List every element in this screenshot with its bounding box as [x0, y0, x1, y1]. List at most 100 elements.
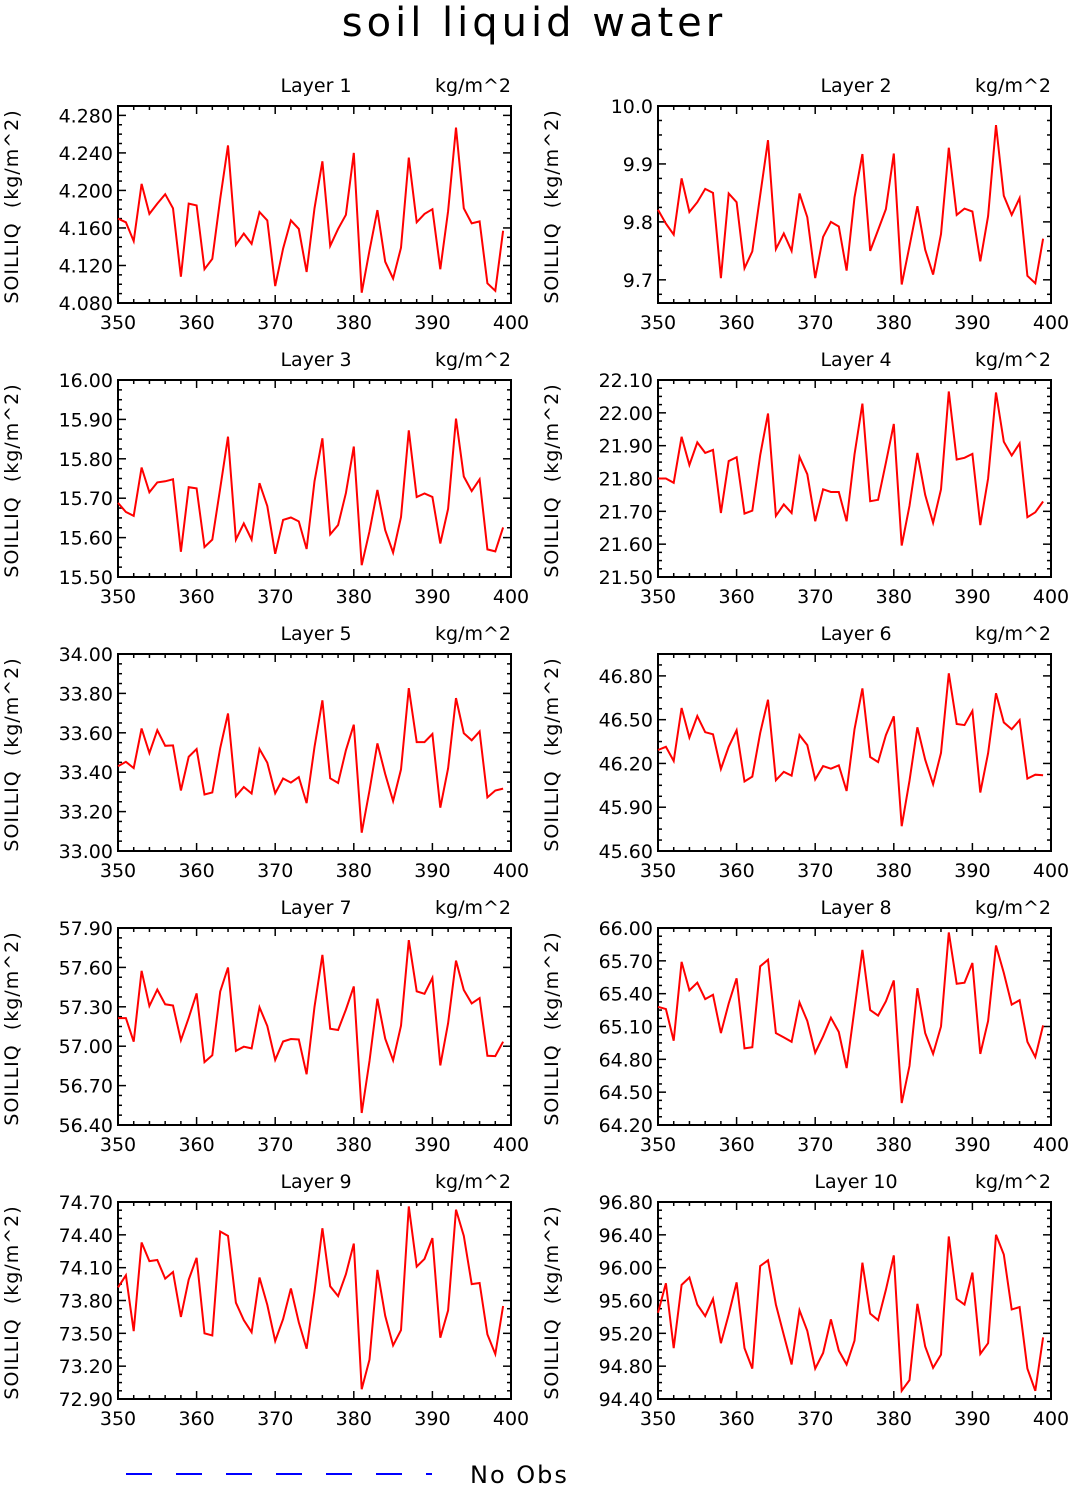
y-tick-label: 57.30 [59, 997, 113, 1019]
x-tick-label: 390 [954, 586, 990, 608]
x-tick-label: 390 [414, 1134, 450, 1156]
panel-units: kg/m^2 [435, 897, 511, 919]
x-tick-label: 380 [336, 860, 372, 882]
panel-units: kg/m^2 [435, 349, 511, 371]
x-tick-label: 390 [954, 312, 990, 334]
x-tick-label: 400 [1033, 312, 1069, 334]
y-tick-label: 95.20 [599, 1323, 653, 1345]
y-tick-label: 96.00 [599, 1258, 653, 1280]
x-tick-label: 390 [414, 312, 450, 334]
panel-title: Layer 6 [820, 623, 891, 645]
y-tick-label: 46.20 [599, 753, 653, 775]
y-tick-label: 4.200 [59, 180, 113, 202]
y-tick-label: 45.90 [599, 797, 653, 819]
y-tick-label: 96.40 [599, 1225, 653, 1247]
x-tick-label: 380 [336, 1134, 372, 1156]
x-tick-label: 400 [1033, 860, 1069, 882]
y-axis-label: SOILLIQ (kg/m^2) [1, 931, 23, 1125]
panel-layer-8: 350 360 370 380 390 400 64.20 64.50 64.80 65.10 65… [541, 897, 1069, 1156]
y-tick-label: 15.80 [59, 449, 113, 471]
panel-title: Layer 8 [820, 897, 891, 919]
y-tick-label: 45.60 [599, 841, 653, 863]
y-tick-label: 9.8 [623, 212, 653, 234]
x-tick-label: 400 [493, 312, 529, 334]
panel-layer-5: 350 360 370 380 390 400 33.00 33.20 33.40 33.60 33… [1, 623, 529, 882]
x-tick-label: 360 [178, 1408, 214, 1430]
x-tick-label: 360 [178, 312, 214, 334]
x-tick-label: 380 [336, 1408, 372, 1430]
x-tick-label: 350 [640, 1134, 676, 1156]
y-tick-label: 21.50 [599, 567, 653, 589]
x-tick-label: 370 [797, 312, 833, 334]
panel-title: Layer 5 [280, 623, 351, 645]
y-tick-label: 74.70 [59, 1192, 113, 1214]
panel-layer-6: 350 360 370 380 390 400 45.60 45.90 46.20 46.50 46… [541, 623, 1069, 882]
y-tick-label: 15.60 [59, 528, 113, 550]
x-tick-label: 400 [1033, 1408, 1069, 1430]
series-line [657, 932, 1045, 1104]
panel-units: kg/m^2 [435, 75, 511, 97]
y-tick-label: 15.50 [59, 567, 113, 589]
x-tick-label: 390 [954, 1134, 990, 1156]
x-tick-label: 350 [640, 1408, 676, 1430]
y-tick-label: 57.00 [59, 1036, 113, 1058]
x-tick-label: 360 [178, 1134, 214, 1156]
x-tick-label: 360 [178, 586, 214, 608]
panel-layer-4: 350 360 370 380 390 400 21.50 21.60 21.70 21.80 21… [541, 349, 1069, 608]
y-tick-label: 4.080 [59, 293, 113, 315]
x-tick-label: 350 [640, 860, 676, 882]
x-tick-label: 370 [257, 1134, 293, 1156]
y-tick-label: 94.80 [599, 1356, 653, 1378]
x-tick-label: 400 [493, 586, 529, 608]
y-tick-label: 33.00 [59, 841, 113, 863]
x-tick-label: 380 [876, 312, 912, 334]
x-tick-label: 360 [718, 312, 754, 334]
series-line [657, 673, 1044, 827]
panel-layer-1: 350 360 370 380 390 400 4.080 4.120 4.160 4.200 4.… [1, 75, 529, 334]
y-tick-label: 4.120 [59, 255, 113, 277]
x-tick-label: 380 [876, 1408, 912, 1430]
panel-units: kg/m^2 [435, 1171, 511, 1193]
y-tick-label: 9.7 [623, 270, 653, 292]
panels: 350 360 370 380 390 400 4.080 4.120 4.160 4.200 4.… [1, 75, 1069, 1430]
x-tick-label: 350 [100, 1408, 136, 1430]
y-tick-label: 64.80 [599, 1049, 653, 1071]
series-line [117, 127, 505, 293]
y-axis-label: SOILLIQ (kg/m^2) [541, 383, 563, 577]
x-tick-label: 350 [100, 586, 136, 608]
y-tick-label: 33.40 [59, 762, 113, 784]
y-tick-label: 21.70 [599, 501, 653, 523]
y-tick-label: 10.0 [611, 96, 653, 118]
y-tick-label: 15.90 [59, 409, 113, 431]
y-tick-label: 33.60 [59, 723, 113, 745]
legend: No Obs [126, 1461, 567, 1486]
y-axis-label: SOILLIQ (kg/m^2) [1, 383, 23, 577]
x-tick-label: 350 [640, 586, 676, 608]
plot-frame [117, 105, 512, 304]
x-tick-label: 380 [336, 586, 372, 608]
y-tick-label: 4.160 [59, 218, 113, 240]
x-tick-label: 380 [876, 586, 912, 608]
panel-title: Layer 9 [280, 1171, 351, 1193]
y-tick-label: 57.90 [59, 918, 113, 940]
x-tick-label: 370 [797, 860, 833, 882]
x-tick-label: 390 [954, 860, 990, 882]
y-tick-label: 94.40 [599, 1389, 653, 1411]
series-line [658, 391, 1044, 546]
x-tick-label: 360 [178, 860, 214, 882]
y-tick-label: 74.40 [59, 1225, 113, 1247]
panel-title: Layer 4 [820, 349, 891, 371]
series-line [117, 418, 505, 566]
panel-units: kg/m^2 [975, 349, 1051, 371]
x-tick-label: 370 [257, 312, 293, 334]
x-tick-label: 390 [414, 1408, 450, 1430]
y-axis-label: SOILLIQ (kg/m^2) [541, 109, 563, 303]
y-tick-label: 9.9 [623, 154, 653, 176]
panel-layer-7: 350 360 370 380 390 400 56.40 56.70 57.00 57.30 57… [1, 897, 529, 1156]
series-line [657, 1234, 1045, 1394]
x-tick-label: 350 [100, 860, 136, 882]
y-tick-label: 34.00 [59, 644, 113, 666]
y-axis-label: SOILLIQ (kg/m^2) [541, 1205, 563, 1399]
y-tick-label: 95.60 [599, 1291, 653, 1313]
